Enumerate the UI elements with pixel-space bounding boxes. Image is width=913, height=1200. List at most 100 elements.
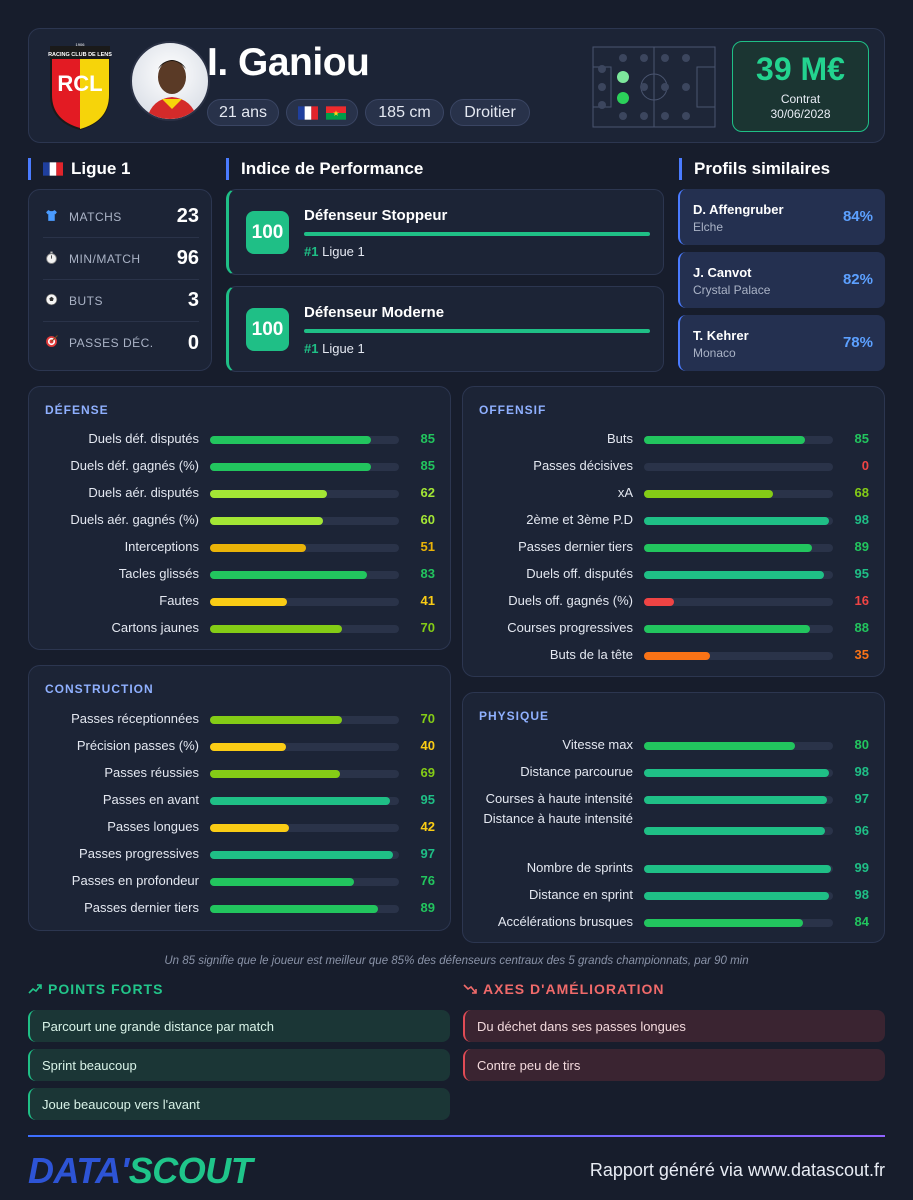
metric-value: 98 xyxy=(854,764,869,779)
metric-bar-track xyxy=(210,625,399,633)
metric-value: 70 xyxy=(420,620,435,635)
metric-label: Duels aér. gagnés (%) xyxy=(70,512,199,527)
metric-bar-track xyxy=(644,742,833,750)
metric-row: Courses à haute intensité 97 xyxy=(463,788,884,810)
metric-row: Distance à haute intensité 96 xyxy=(463,811,884,838)
metric-label: Courses progressives xyxy=(507,620,633,635)
report-credit: Rapport généré via www.datascout.fr xyxy=(589,1160,885,1180)
rc-lens-logo-icon: RACING CLUB DE LENS 1906 RCL xyxy=(48,43,112,131)
market-value-box: 39 M€ Contrat 30/06/2028 xyxy=(732,41,869,132)
france-flag-icon xyxy=(298,105,318,120)
similar-player-name: D. Affengruber xyxy=(693,202,784,217)
metric-value: 0 xyxy=(861,458,869,473)
age-badge: 21 ans xyxy=(207,99,279,126)
similar-profile-card[interactable]: J. Canvot Crystal Palace 82% xyxy=(678,252,885,308)
metric-label: Passes progressives xyxy=(79,846,199,861)
metric-value: 84 xyxy=(854,914,869,929)
metric-value: 83 xyxy=(420,566,435,581)
metric-bar-fill xyxy=(210,770,341,778)
metric-row: Duels aér. disputés 62 xyxy=(29,482,450,504)
metric-label: Précision passes (%) xyxy=(76,738,199,753)
svg-text:RCL: RCL xyxy=(57,71,102,96)
stat-goals: BUTS 3 xyxy=(43,280,199,322)
performance-rank: #1 Ligue 1 xyxy=(304,341,365,356)
strength-item: Parcourt une grande distance par match xyxy=(28,1010,450,1042)
similar-player-club: Monaco xyxy=(693,346,736,360)
metric-bar-fill xyxy=(644,827,826,835)
metric-value: 85 xyxy=(854,431,869,446)
metric-value: 85 xyxy=(420,431,435,446)
metric-bar-fill xyxy=(210,716,343,724)
stat-matches: MATCHS 23 xyxy=(43,196,199,238)
basic-stats-box: MATCHS 23 MIN/MATCH 96 BUTS 3 PASSES DÉC… xyxy=(28,189,212,371)
metric-value: 80 xyxy=(854,737,869,752)
metric-bar-fill xyxy=(210,517,324,525)
metric-value: 95 xyxy=(420,792,435,807)
metric-value: 88 xyxy=(854,620,869,635)
metric-bar-track xyxy=(644,865,833,873)
svg-text:1906: 1906 xyxy=(76,43,86,47)
metric-row: Accélérations brusques 84 xyxy=(463,911,884,933)
metric-value: 68 xyxy=(854,485,869,500)
similar-profile-card[interactable]: D. Affengruber Elche 84% xyxy=(678,189,885,245)
metric-bar-track xyxy=(210,490,399,498)
metric-value: 69 xyxy=(420,765,435,780)
metric-bar-fill xyxy=(210,743,286,751)
physique-panel: PHYSIQUE Vitesse max 80 Distance parcourue… xyxy=(462,692,885,943)
foot-badge: Droitier xyxy=(450,99,530,126)
metric-bar-fill xyxy=(210,571,367,579)
metric-bar-fill xyxy=(644,865,832,873)
strength-item: Joue beaucoup vers l'avant xyxy=(28,1088,450,1120)
metric-bar-track xyxy=(210,571,399,579)
metric-bar-fill xyxy=(644,919,803,927)
metric-bar-track xyxy=(210,716,399,724)
metric-value: 51 xyxy=(420,539,435,554)
metric-label: Passes longues xyxy=(107,819,199,834)
metric-label: Duels aér. disputés xyxy=(88,485,199,500)
metric-row: Vitesse max 80 xyxy=(463,734,884,756)
metric-row: Distance parcourue 98 xyxy=(463,761,884,783)
metric-value: 40 xyxy=(420,738,435,753)
metric-bar-fill xyxy=(644,652,711,660)
weaknesses-title: AXES D'AMÉLIORATION xyxy=(463,981,665,997)
metric-value: 96 xyxy=(854,823,869,838)
stat-assists: PASSES DÉC. 0 xyxy=(43,322,199,364)
position-pitch-diagram xyxy=(592,46,716,128)
metric-bar-track xyxy=(644,919,833,927)
metric-bar-fill xyxy=(210,463,371,471)
metric-bar-fill xyxy=(644,490,773,498)
metric-row: Passes progressives 97 xyxy=(29,843,450,865)
metric-bar-fill xyxy=(210,878,354,886)
metric-label: Passes dernier tiers xyxy=(518,539,633,554)
metric-label: Vitesse max xyxy=(562,737,633,752)
similar-profiles-title: Profils similaires xyxy=(679,158,830,180)
svg-text:RACING CLUB DE LENS: RACING CLUB DE LENS xyxy=(48,52,112,58)
datascout-logo[interactable]: DATA'SCOUT xyxy=(28,1150,253,1191)
metric-bar-fill xyxy=(210,490,328,498)
metric-label: Passes réussies xyxy=(104,765,199,780)
metric-bar-track xyxy=(644,652,833,660)
metric-row: Passes en profondeur 76 xyxy=(29,870,450,892)
metric-label: Nombre de sprints xyxy=(526,860,633,875)
metric-row: Passes en avant 95 xyxy=(29,789,450,811)
metric-bar-track xyxy=(644,892,833,900)
metric-value: 42 xyxy=(420,819,435,834)
metric-row: Duels aér. gagnés (%) 60 xyxy=(29,509,450,531)
similar-profile-card[interactable]: T. Kehrer Monaco 78% xyxy=(678,315,885,371)
metric-bar-track xyxy=(644,796,833,804)
metric-bar-track xyxy=(644,463,833,471)
performance-title: Indice de Performance xyxy=(226,158,423,180)
panel-title: OFFENSIF xyxy=(479,403,547,417)
metric-bar-fill xyxy=(210,824,290,832)
metric-bar-fill xyxy=(644,769,830,777)
metric-label: Passes en profondeur xyxy=(71,873,199,888)
metric-bar-track xyxy=(644,827,833,835)
metric-bar-track xyxy=(644,625,833,633)
performance-score: 100 xyxy=(246,211,289,254)
metric-bar-fill xyxy=(644,625,811,633)
defense-panel: DÉFENSE Duels déf. disputés 85 Duels déf. … xyxy=(28,386,451,650)
metric-value: 41 xyxy=(420,593,435,608)
metric-bar-track xyxy=(210,824,399,832)
performance-bar xyxy=(304,232,650,236)
metric-label: Accélérations brusques xyxy=(497,914,633,929)
